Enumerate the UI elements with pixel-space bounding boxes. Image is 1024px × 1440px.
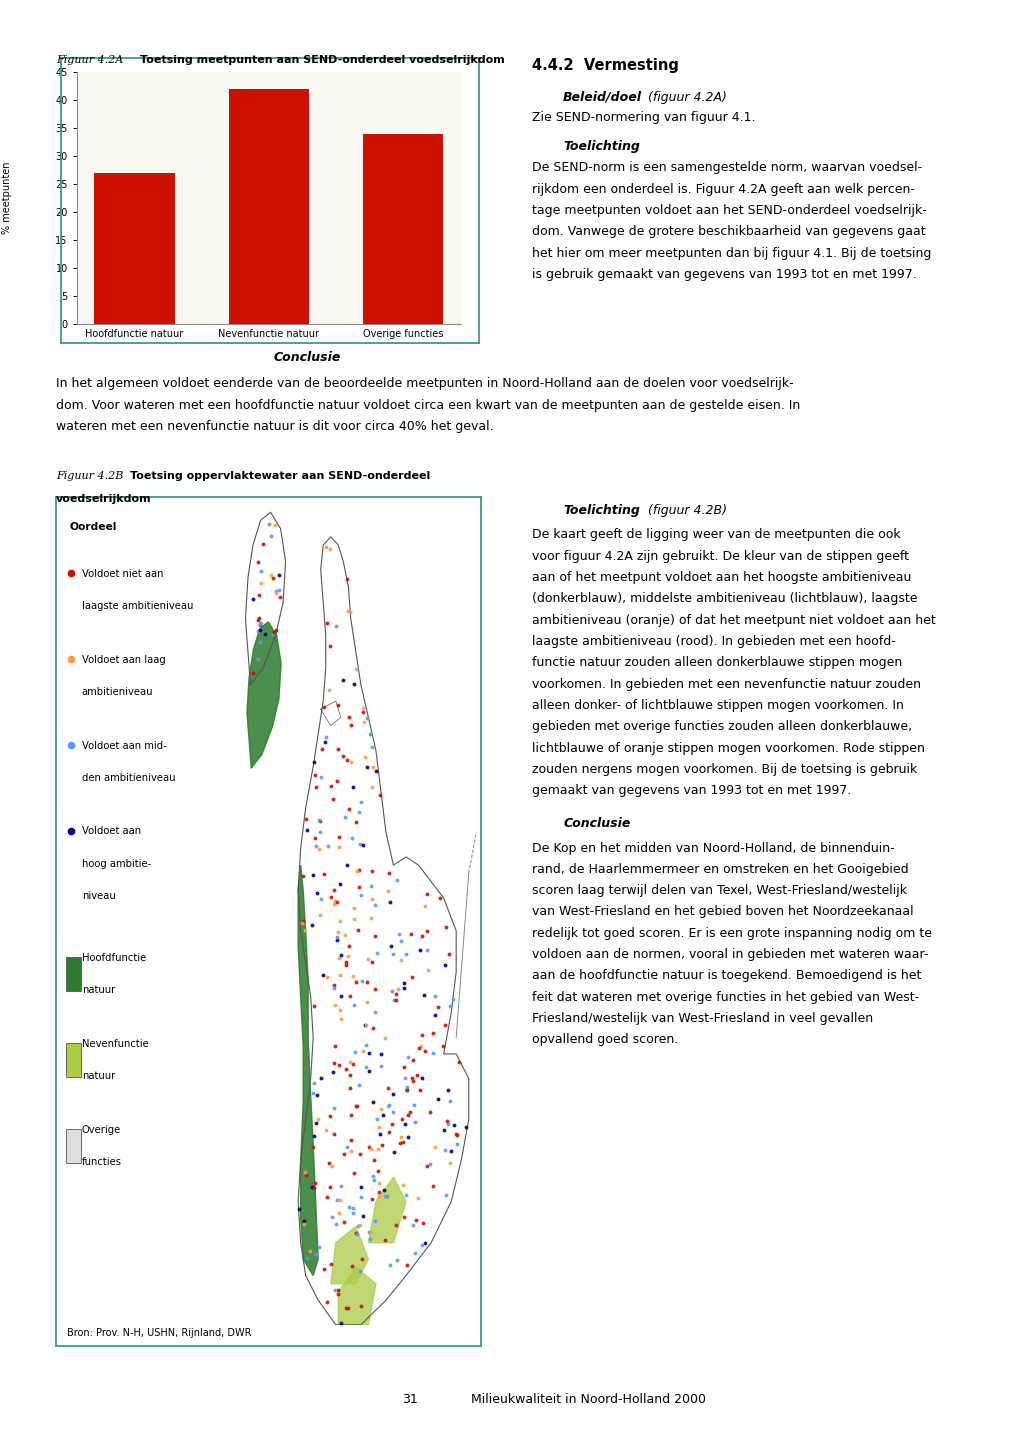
Text: zouden nergens mogen voorkomen. Bij de toetsing is gebruik: zouden nergens mogen voorkomen. Bij de t… — [532, 763, 918, 776]
Text: Nevenfunctie: Nevenfunctie — [82, 1038, 148, 1048]
Text: Conclusie: Conclusie — [273, 351, 341, 364]
Text: 4.4.2  Vermesting: 4.4.2 Vermesting — [532, 58, 679, 72]
Text: Toetsing oppervlaktewater aan SEND-onderdeel: Toetsing oppervlaktewater aan SEND-onder… — [130, 471, 430, 481]
Text: Figuur 4.2B: Figuur 4.2B — [56, 471, 124, 481]
Text: tage meetpunten voldoet aan het SEND-onderdeel voedselrijk-: tage meetpunten voldoet aan het SEND-ond… — [532, 204, 927, 217]
Bar — [362, 134, 443, 324]
Text: aan de hoofdfunctie natuur is toegekend. Bemoedigend is het: aan de hoofdfunctie natuur is toegekend.… — [532, 969, 922, 982]
Text: voedselrijkdom: voedselrijkdom — [56, 494, 152, 504]
Text: dom. Vanwege de grotere beschikbaarheid van gegevens gaat: dom. Vanwege de grotere beschikbaarheid … — [532, 225, 926, 238]
Text: redelijk tot goed scoren. Er is een grote inspanning nodig om te: redelijk tot goed scoren. Er is een grot… — [532, 927, 933, 940]
Text: Conclusie: Conclusie — [563, 816, 631, 829]
Text: laagste ambitieniveau (rood). In gebieden met een hoofd-: laagste ambitieniveau (rood). In gebiede… — [532, 635, 896, 648]
Text: Bron: Prov. N-H, USHN, Rijnland, DWR: Bron: Prov. N-H, USHN, Rijnland, DWR — [67, 1328, 252, 1338]
Text: Beleid/doel: Beleid/doel — [563, 91, 642, 104]
Text: De SEND-norm is een samengestelde norm, waarvan voedsel-: De SEND-norm is een samengestelde norm, … — [532, 161, 923, 174]
Text: is gebruik gemaakt van gegevens van 1993 tot en met 1997.: is gebruik gemaakt van gegevens van 1993… — [532, 268, 918, 281]
Text: het hier om meer meetpunten dan bij figuur 4.1. Bij de toetsing: het hier om meer meetpunten dan bij figu… — [532, 246, 932, 259]
Text: natuur: natuur — [82, 985, 115, 995]
Text: Oordeel: Oordeel — [69, 523, 117, 533]
Text: feit dat wateren met overige functies in het gebied van West-: feit dat wateren met overige functies in… — [532, 991, 920, 1004]
Polygon shape — [246, 513, 286, 684]
Text: Voldoet aan laag: Voldoet aan laag — [82, 655, 166, 665]
Polygon shape — [338, 1267, 376, 1325]
Text: (figuur 4.2B): (figuur 4.2B) — [648, 504, 727, 517]
Text: ambitieniveau: ambitieniveau — [82, 687, 154, 697]
Text: voorkomen. In gebieden met een nevenfunctie natuur zouden: voorkomen. In gebieden met een nevenfunc… — [532, 678, 922, 691]
Text: Zie SEND-normering van figuur 4.1.: Zie SEND-normering van figuur 4.1. — [532, 111, 756, 124]
Text: Hoofdfunctie: Hoofdfunctie — [82, 953, 146, 963]
Text: 31: 31 — [401, 1392, 418, 1407]
Text: (donkerblauw), middelste ambitieniveau (lichtblauw), laagste: (donkerblauw), middelste ambitieniveau (… — [532, 592, 918, 605]
Text: gemaakt van gegevens van 1993 tot en met 1997.: gemaakt van gegevens van 1993 tot en met… — [532, 785, 852, 798]
Text: gebieden met overige functies zouden alleen donkerblauwe,: gebieden met overige functies zouden all… — [532, 720, 912, 733]
Text: opvallend goed scoren.: opvallend goed scoren. — [532, 1034, 679, 1047]
Text: niveau: niveau — [82, 891, 116, 901]
Text: hoog ambitie-: hoog ambitie- — [82, 858, 152, 868]
Bar — [66, 1129, 81, 1164]
Text: Friesland/westelijk van West-Friesland in veel gevallen: Friesland/westelijk van West-Friesland i… — [532, 1012, 873, 1025]
Text: Voldoet niet aan: Voldoet niet aan — [82, 569, 163, 579]
Text: rand, de Haarlemmermeer en omstreken en het Gooigebied: rand, de Haarlemmermeer en omstreken en … — [532, 863, 909, 876]
Text: scoren laag terwijl delen van Texel, West-Friesland/westelijk: scoren laag terwijl delen van Texel, Wes… — [532, 884, 907, 897]
Text: De kaart geeft de ligging weer van de meetpunten die ook: De kaart geeft de ligging weer van de me… — [532, 528, 901, 541]
Text: ambitieniveau (oranje) of dat het meetpunt niet voldoet aan het: ambitieniveau (oranje) of dat het meetpu… — [532, 613, 936, 626]
Text: In het algemeen voldoet eenderde van de beoordeelde meetpunten in Noord-Holland : In het algemeen voldoet eenderde van de … — [56, 377, 794, 390]
Polygon shape — [298, 537, 469, 1325]
Text: functie natuur zouden alleen donkerblauwe stippen mogen: functie natuur zouden alleen donkerblauw… — [532, 657, 903, 670]
Bar — [66, 958, 81, 991]
Text: natuur: natuur — [82, 1071, 115, 1081]
Polygon shape — [321, 701, 341, 726]
Polygon shape — [369, 1176, 406, 1243]
Text: van West-Friesland en het gebied boven het Noordzeekanaal: van West-Friesland en het gebied boven h… — [532, 906, 914, 919]
Text: Toelichting: Toelichting — [563, 504, 640, 517]
Text: Milieukwaliteit in Noord-Holland 2000: Milieukwaliteit in Noord-Holland 2000 — [471, 1392, 706, 1407]
Text: wateren met een nevenfunctie natuur is dit voor circa 40% het geval.: wateren met een nevenfunctie natuur is d… — [56, 420, 494, 433]
Text: Overige: Overige — [82, 1125, 121, 1135]
Text: (figuur 4.2A): (figuur 4.2A) — [644, 91, 727, 104]
Text: voor figuur 4.2A zijn gebruikt. De kleur van de stippen geeft: voor figuur 4.2A zijn gebruikt. De kleur… — [532, 550, 909, 563]
Polygon shape — [298, 865, 318, 1276]
Text: laagste ambitieniveau: laagste ambitieniveau — [82, 602, 194, 612]
Text: Voldoet aan: Voldoet aan — [82, 827, 141, 837]
Bar — [94, 173, 175, 324]
Text: Voldoet aan mid-: Voldoet aan mid- — [82, 740, 167, 750]
Text: rijkdom een onderdeel is. Figuur 4.2A geeft aan welk percen-: rijkdom een onderdeel is. Figuur 4.2A ge… — [532, 183, 915, 196]
Text: dom. Voor wateren met een hoofdfunctie natuur voldoet circa een kwart van de mee: dom. Voor wateren met een hoofdfunctie n… — [56, 399, 801, 412]
Text: Toelichting: Toelichting — [563, 140, 640, 153]
Text: alleen donker- of lichtblauwe stippen mogen voorkomen. In: alleen donker- of lichtblauwe stippen mo… — [532, 698, 904, 711]
Bar — [228, 89, 309, 324]
Text: functies: functies — [82, 1156, 122, 1166]
Polygon shape — [247, 622, 281, 769]
Polygon shape — [331, 1227, 369, 1284]
Text: De Kop en het midden van Noord-Holland, de binnenduin-: De Kop en het midden van Noord-Holland, … — [532, 841, 895, 854]
Bar — [66, 1043, 81, 1077]
Text: den ambitieniveau: den ambitieniveau — [82, 773, 175, 783]
Text: voldoen aan de normen, vooral in gebieden met wateren waar-: voldoen aan de normen, vooral in gebiede… — [532, 948, 929, 960]
Y-axis label: % meetpunten: % meetpunten — [1, 161, 11, 235]
Text: Toetsing meetpunten aan SEND-onderdeel voedselrijkdom: Toetsing meetpunten aan SEND-onderdeel v… — [140, 55, 505, 65]
Text: Figuur 4.2A: Figuur 4.2A — [56, 55, 124, 65]
Text: lichtblauwe of oranje stippen mogen voorkomen. Rode stippen: lichtblauwe of oranje stippen mogen voor… — [532, 742, 926, 755]
Text: aan of het meetpunt voldoet aan het hoogste ambitieniveau: aan of het meetpunt voldoet aan het hoog… — [532, 572, 911, 585]
